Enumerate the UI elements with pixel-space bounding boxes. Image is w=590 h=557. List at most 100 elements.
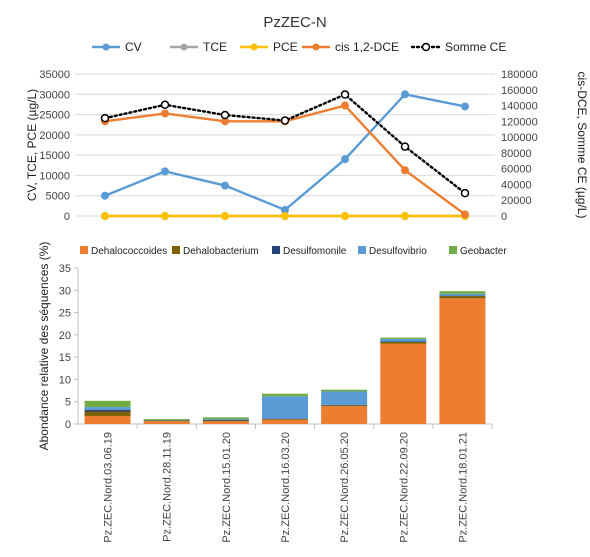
- data-point: [221, 181, 229, 190]
- y-tick-label: 30: [59, 285, 71, 297]
- data-point: [341, 212, 349, 220]
- x-tick-label: Pz.ZEC.Nord.18.01.21: [457, 432, 469, 543]
- y-tick-label: 5: [65, 397, 71, 409]
- x-tick-label: Pz.ZEC.Nord.16.03.20: [280, 432, 292, 543]
- bar-segment: [262, 419, 308, 420]
- data-point: [340, 90, 350, 99]
- bar-segment: [380, 338, 427, 342]
- bar-segment: [262, 396, 308, 419]
- legend-label: Desulfovibrio: [369, 246, 427, 257]
- data-point: [160, 100, 170, 110]
- y-right-tick-label: 60000: [501, 164, 532, 176]
- bar-segment: [143, 419, 190, 421]
- legend-swatch: [272, 246, 280, 254]
- legend-swatch: [449, 246, 457, 254]
- y-right-tick-label: 140000: [501, 101, 538, 113]
- bar-segment: [84, 407, 131, 410]
- x-tick-label: Pz.ZEC.Nord.03.06.19: [103, 432, 115, 543]
- legend-swatch: [358, 246, 366, 254]
- data-point: [341, 155, 349, 164]
- data-point: [401, 90, 409, 99]
- data-point: [161, 109, 169, 118]
- legend-marker: [180, 43, 188, 51]
- y-right-tick-label: 100000: [501, 132, 538, 144]
- legend-marker: [250, 43, 258, 51]
- y-tick-label: 25: [59, 308, 71, 320]
- legend-swatch: [172, 246, 180, 254]
- bar-segment: [202, 421, 249, 424]
- bar-segment: [202, 419, 249, 420]
- legend-label: Somme CE: [445, 40, 506, 54]
- data-point: [101, 191, 109, 200]
- x-tick-label: Pz.ZEC.Nord.22.09.20: [398, 432, 410, 543]
- legend-label: CV: [125, 40, 142, 54]
- data-point: [401, 166, 409, 175]
- bar-segment: [439, 295, 486, 297]
- x-tick-label: Pz.ZEC.Nord.28.11.19: [162, 432, 174, 542]
- legend-swatch: [80, 246, 88, 254]
- data-point: [220, 110, 230, 120]
- bar-segment: [380, 341, 427, 343]
- legend-label: Dehalobacterium: [183, 246, 259, 257]
- bar-segment: [380, 337, 427, 339]
- legend-marker: [312, 43, 320, 51]
- legend-label: PCE: [273, 40, 298, 54]
- y-tick-label: 10: [59, 374, 71, 386]
- bar-segment: [202, 417, 249, 420]
- bar-segment: [321, 405, 368, 407]
- bar-segment: [321, 406, 368, 424]
- data-point: [280, 116, 290, 125]
- y-right-tick-label: 80000: [501, 148, 532, 160]
- bar-segment: [439, 293, 486, 296]
- y-tick-label: 15: [59, 352, 71, 364]
- data-point: [460, 188, 470, 198]
- y-tick-label: 20: [59, 330, 71, 342]
- data-point: [161, 212, 169, 220]
- y-left-tick-label: 20000: [39, 130, 70, 142]
- chart-title: PzZEC-N: [263, 14, 327, 31]
- legend-marker: [102, 43, 110, 51]
- bar-segment: [84, 409, 131, 412]
- data-point: [100, 113, 110, 123]
- legend-label: cis 1,2-DCE: [335, 40, 399, 54]
- bar-segment: [84, 415, 131, 424]
- bar-segment: [439, 291, 486, 294]
- y-right-axis-label: cis-DCE, Somme CE (µg/L): [575, 72, 589, 219]
- legend-marker: [421, 42, 431, 52]
- data-point: [400, 142, 410, 151]
- legend-label: Geobacter: [460, 246, 507, 257]
- y-left-tick-label: 25000: [39, 110, 70, 122]
- bar-segment: [321, 391, 368, 405]
- data-point: [161, 167, 169, 176]
- data-point: [101, 212, 109, 220]
- y-right-tick-label: 20000: [501, 195, 532, 207]
- bar-segment: [380, 341, 427, 344]
- bar-segment: [84, 400, 131, 408]
- bar-segment: [143, 421, 190, 424]
- data-point: [341, 101, 349, 110]
- legend-label: Dehalococcoides: [91, 246, 167, 257]
- data-point: [461, 210, 469, 219]
- y-right-tick-label: 160000: [501, 85, 538, 97]
- y-left-tick-label: 30000: [39, 89, 70, 101]
- data-point: [401, 212, 409, 220]
- y-tick-label: 0: [65, 419, 71, 431]
- y-right-tick-label: 0: [501, 211, 507, 223]
- y-left-tick-label: 10000: [39, 170, 70, 182]
- bar-segment: [262, 393, 308, 397]
- bar-segment: [439, 296, 486, 299]
- bar-segment: [439, 298, 486, 424]
- y-right-tick-label: 120000: [501, 116, 538, 128]
- bar-segment: [321, 389, 368, 392]
- bar-segment: [262, 419, 308, 424]
- y-axis-label: Abondance relative des séquences (%): [37, 242, 51, 451]
- x-tick-label: Pz.ZEC.Nord.15.01.20: [221, 432, 233, 543]
- bar-segment: [143, 419, 190, 420]
- x-tick-label: Pz.ZEC.Nord.26.05.20: [339, 432, 351, 543]
- data-point: [221, 212, 229, 220]
- y-right-tick-label: 180000: [501, 69, 538, 81]
- bar-segment: [380, 343, 427, 424]
- bar-segment: [143, 420, 190, 422]
